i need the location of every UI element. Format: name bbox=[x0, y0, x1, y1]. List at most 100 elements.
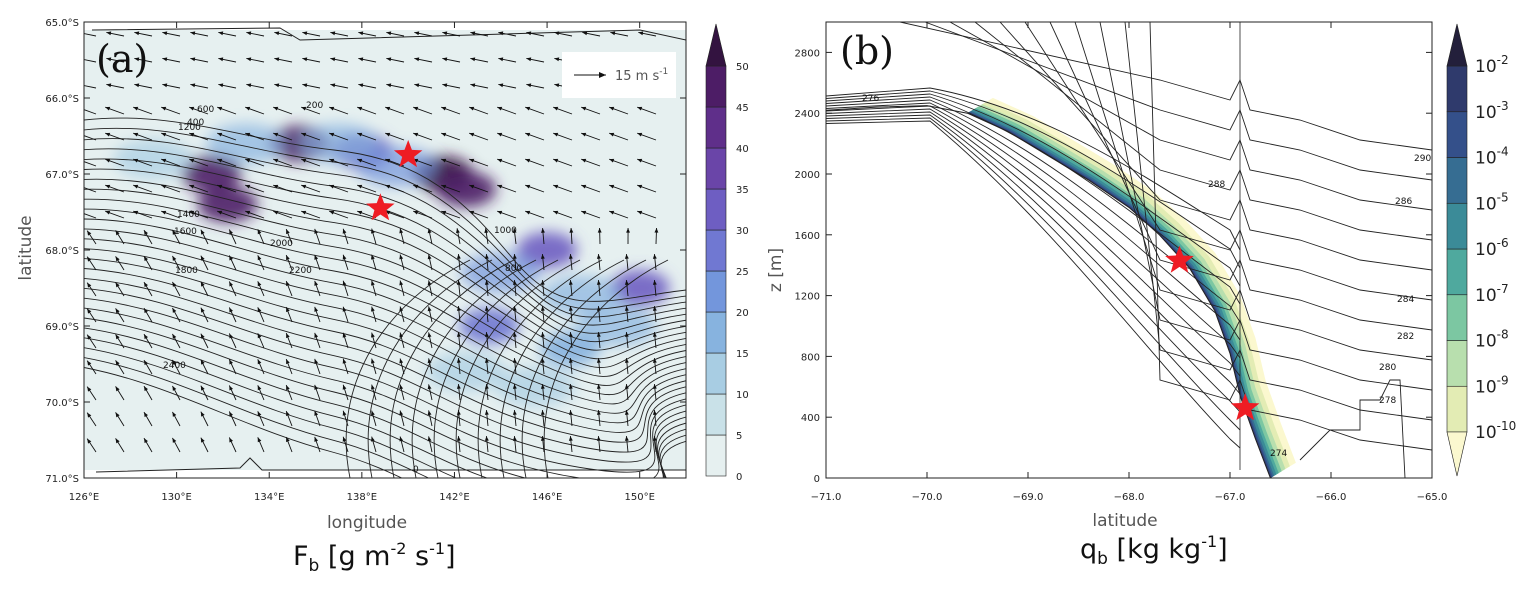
panel-b-ylabel: z [m] bbox=[766, 248, 786, 292]
shading-blob bbox=[517, 232, 578, 268]
wind-vector-head bbox=[484, 228, 489, 234]
wind-vector-head bbox=[498, 83, 504, 88]
wind-vector-head bbox=[286, 229, 290, 235]
contour-label: 1200 bbox=[178, 123, 201, 133]
contour-line bbox=[543, 259, 669, 478]
colorbar-swatch bbox=[705, 147, 727, 190]
contour-line bbox=[1124, 22, 1432, 421]
wind-vector-head bbox=[189, 132, 195, 137]
colorbar-swatch bbox=[705, 65, 727, 108]
wind-vector-head bbox=[133, 132, 139, 137]
wind-vector-head bbox=[470, 31, 476, 36]
y-tick-label: 68.0°S bbox=[45, 246, 79, 257]
wind-vector-head bbox=[229, 307, 234, 313]
wind-vector-head bbox=[637, 132, 643, 137]
wind-vector-head bbox=[638, 31, 644, 36]
wind-vector-head bbox=[143, 256, 148, 262]
wind-vector-head bbox=[286, 255, 290, 261]
wind-vector-head bbox=[624, 436, 629, 441]
wind-vector-head bbox=[442, 31, 448, 36]
wind-vector-head bbox=[143, 230, 148, 236]
shading-band bbox=[967, 106, 1282, 478]
contour-line bbox=[84, 347, 686, 478]
wind-vector-head bbox=[441, 106, 447, 111]
wind-vector-head bbox=[637, 184, 643, 189]
wind-vector-head bbox=[540, 280, 545, 285]
wind-vector-head bbox=[286, 281, 290, 287]
wind-vector-head bbox=[143, 308, 148, 314]
wind-vector-head bbox=[217, 210, 223, 215]
contour-line bbox=[826, 117, 1241, 431]
wind-vector-head bbox=[371, 384, 375, 390]
wind-vector-head bbox=[342, 384, 347, 390]
wind-vector-head bbox=[399, 228, 404, 234]
y-tick-label: 70.0°S bbox=[45, 398, 79, 409]
wind-vector bbox=[84, 161, 97, 167]
wind-vector-head bbox=[652, 436, 657, 441]
panel-b-label: (b) bbox=[840, 29, 894, 73]
colorbar-swatch bbox=[1446, 111, 1468, 158]
wind-vector-head bbox=[371, 410, 375, 416]
wind-vector-head bbox=[189, 184, 195, 189]
contour-line bbox=[899, 22, 1432, 151]
wind-vector-head bbox=[568, 332, 573, 337]
wind-vector-head bbox=[442, 57, 448, 62]
wind-vector-head bbox=[568, 436, 573, 441]
wind-vector-head bbox=[540, 358, 545, 363]
panel-a-contour-labels: 1200140016001800200022002400800100060040… bbox=[163, 101, 522, 475]
wind-vector-head bbox=[143, 386, 148, 392]
wind-vector-head bbox=[399, 306, 404, 312]
panel-b-ticks: −71.0 −70.0 −69.0 −68.0 −67.0 −66.0 −65.0 0 400 8… bbox=[795, 22, 1447, 503]
wind-vector-head bbox=[286, 437, 290, 443]
wind-vector-head bbox=[273, 184, 279, 189]
shading-blob bbox=[609, 270, 670, 306]
colorbar-swatch bbox=[705, 352, 727, 395]
wind-vector-head bbox=[189, 158, 195, 163]
wind-vector-head bbox=[427, 384, 432, 390]
wind-vector-head bbox=[245, 132, 251, 137]
wind-vector-head bbox=[87, 230, 92, 236]
wind-vector-head bbox=[596, 410, 601, 415]
wind-vector-head bbox=[172, 307, 177, 313]
wind-vector-head bbox=[399, 436, 404, 442]
wind-vector-head bbox=[427, 436, 432, 442]
wind-vector-head bbox=[229, 359, 234, 365]
colorbar-swatch bbox=[1446, 385, 1468, 433]
wind-vector-head bbox=[526, 83, 532, 88]
wind-vector-head bbox=[610, 31, 616, 36]
wind-vector-head bbox=[385, 132, 391, 137]
contour-label: 1400 bbox=[177, 210, 200, 220]
contour-label: 200 bbox=[306, 101, 323, 111]
wind-vector-head bbox=[301, 106, 307, 111]
colorbar-tick-label: 10-10 bbox=[1475, 419, 1516, 443]
wind-vector bbox=[84, 85, 97, 89]
wind-vector bbox=[84, 213, 97, 219]
colorbar-swatch bbox=[705, 229, 727, 272]
wind-vector-head bbox=[162, 83, 168, 88]
contour-label: 2000 bbox=[270, 239, 293, 249]
colorbar-tick-label: 10-2 bbox=[1475, 53, 1509, 77]
wind-vector-head bbox=[301, 158, 307, 163]
wind-vector-head bbox=[115, 334, 120, 340]
contour-line bbox=[826, 120, 1241, 449]
contour-line bbox=[477, 259, 603, 478]
wind-vector-head bbox=[554, 31, 560, 36]
wind-vector-head bbox=[273, 132, 279, 137]
wind-vector-head bbox=[134, 57, 140, 62]
vector-reference-box: 15 m s-1 bbox=[562, 52, 676, 98]
wind-vector-head bbox=[342, 436, 347, 442]
wind-vector-head bbox=[87, 334, 92, 340]
y-tick-label: 1600 bbox=[795, 231, 820, 242]
wind-vector-head bbox=[652, 280, 657, 285]
wind-vector-head bbox=[497, 210, 503, 215]
wind-vector-head bbox=[624, 280, 629, 285]
contour-line bbox=[826, 108, 1241, 377]
wind-vector-head bbox=[540, 332, 545, 337]
contour-label: 274 bbox=[1270, 449, 1287, 459]
wind-vector-head bbox=[286, 333, 290, 339]
wind-vector-head bbox=[456, 306, 461, 311]
wind-vector-head bbox=[358, 83, 364, 88]
wind-vector-head bbox=[172, 411, 177, 417]
colorbar-tick-label: 20 bbox=[736, 308, 749, 319]
x-tick-label: 150°E bbox=[624, 492, 654, 503]
